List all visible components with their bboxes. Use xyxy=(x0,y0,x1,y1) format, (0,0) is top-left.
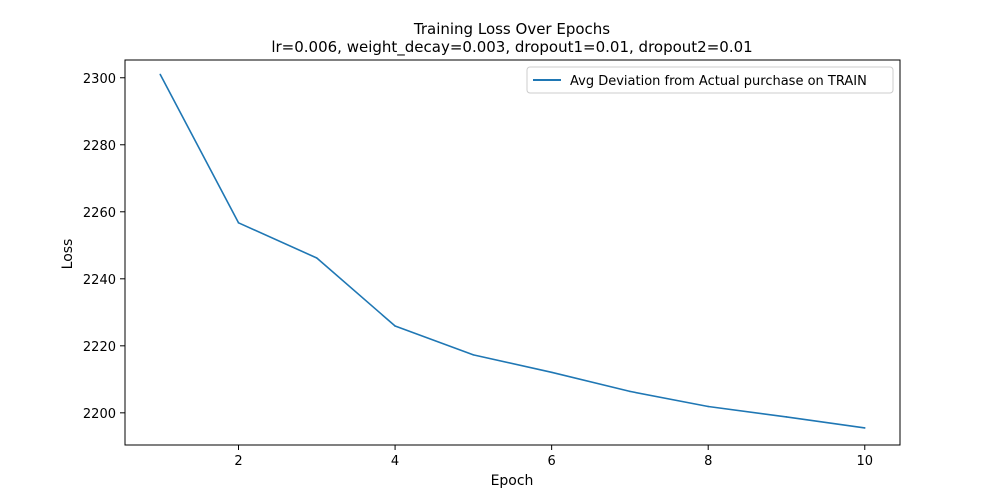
data-point xyxy=(394,325,396,327)
legend-box xyxy=(526,66,894,94)
data-point xyxy=(707,405,710,408)
data-point xyxy=(785,416,788,418)
series-layer xyxy=(159,73,866,429)
y-axis-label: Loss xyxy=(60,239,76,270)
y-tick-label: 2200 xyxy=(83,407,116,422)
legend: Avg Deviation from Actual purchase on TR… xyxy=(526,66,894,94)
data-point xyxy=(315,257,318,259)
y-tick-label: 2280 xyxy=(83,139,116,154)
x-tick-label: 2 xyxy=(234,454,242,469)
axis-ticks: 2 4 6 8 10 2200 2220 2240 2260 2280 2300 xyxy=(83,72,873,469)
x-tick-label: 8 xyxy=(704,454,712,469)
y-tick-label: 2220 xyxy=(83,340,116,355)
data-point xyxy=(237,222,240,224)
x-tick-label: 4 xyxy=(391,454,399,469)
x-axis-label: Epoch xyxy=(491,473,534,489)
data-point xyxy=(472,354,475,356)
y-tick-label: 2300 xyxy=(83,72,116,87)
data-point xyxy=(159,73,162,76)
x-tick-label: 10 xyxy=(856,454,873,469)
data-point xyxy=(550,371,553,374)
chart-subtitle: lr=0.006, weight_decay=0.003, dropout1=0… xyxy=(271,38,752,57)
series-line xyxy=(159,74,865,429)
data-point xyxy=(629,390,631,393)
y-tick-label: 2240 xyxy=(83,273,116,288)
legend-label: Avg Deviation from Actual purchase on TR… xyxy=(570,74,867,89)
chart-title: Training Loss Over Epochs xyxy=(413,20,610,38)
y-tick-label: 2260 xyxy=(83,206,116,221)
x-tick-label: 6 xyxy=(548,454,556,469)
plot-frame xyxy=(124,59,901,446)
data-point xyxy=(863,427,866,429)
